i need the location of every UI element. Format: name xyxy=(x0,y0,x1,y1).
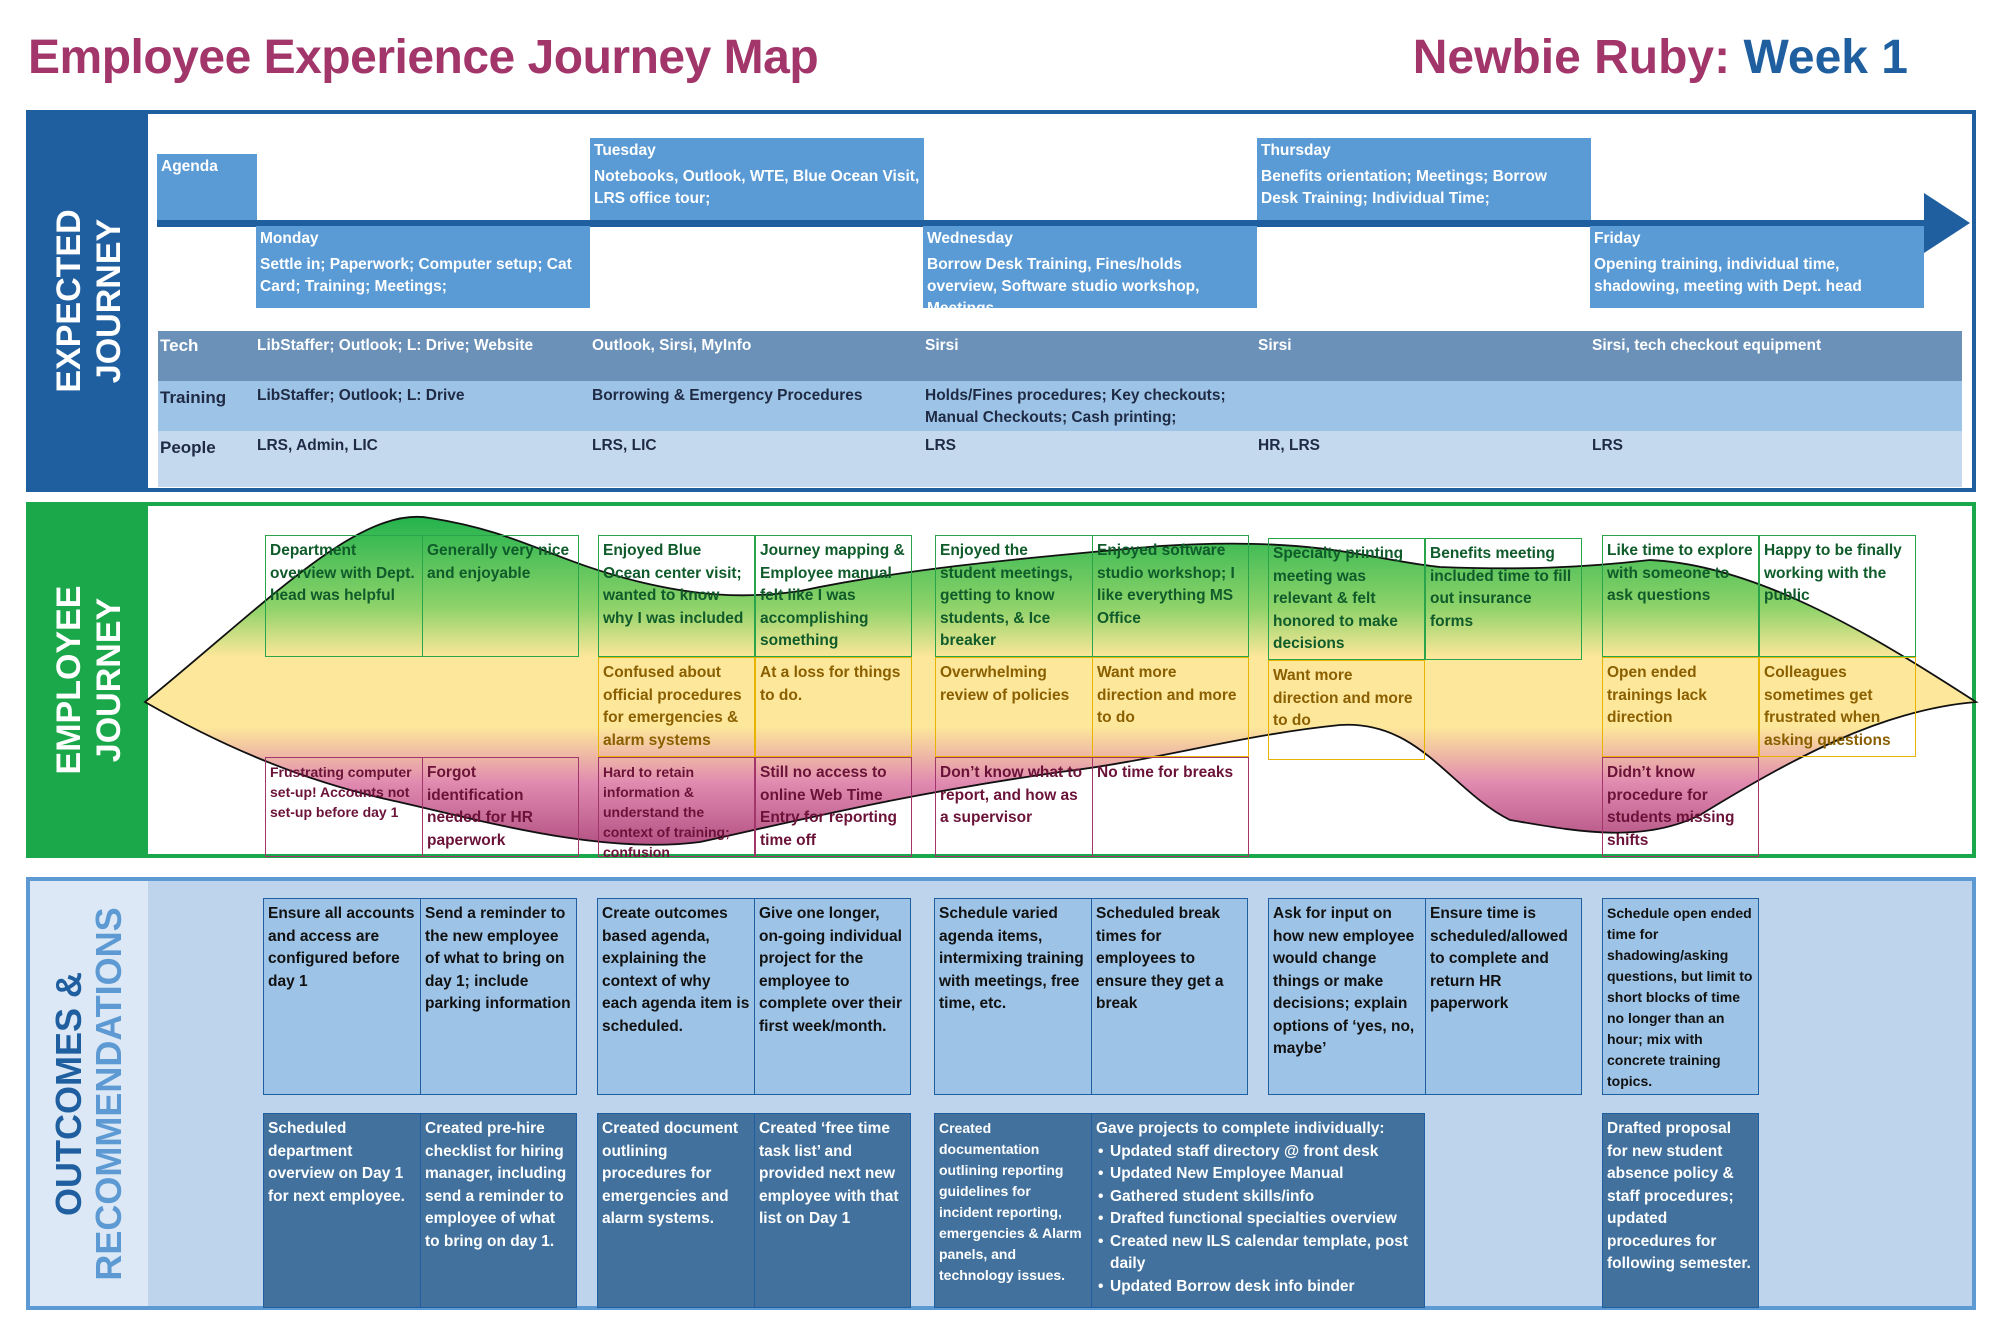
recommendation-box: Ensure all accounts and access are confi… xyxy=(263,898,421,1095)
training-row: Training LibStaffer; Outlook; L: Drive B… xyxy=(158,381,1962,431)
list-item: Drafted functional specialties overview xyxy=(1096,1208,1420,1231)
outcome-box: Created document outlining procedures fo… xyxy=(597,1113,755,1308)
emotion-negative: Forgot identification needed for HR pape… xyxy=(422,757,579,857)
agenda-label: Agenda xyxy=(157,154,257,222)
employee-journey-label: EMPLOYEE JOURNEY xyxy=(30,506,148,854)
emotion-negative: No time for breaks xyxy=(1092,757,1249,857)
expected-journey-label: EXPECTED JOURNEY xyxy=(30,114,148,488)
emotion-positive: Like time to explore with someone to ask… xyxy=(1602,535,1759,657)
emotion-positive: Enjoyed the student meetings, getting to… xyxy=(935,535,1093,657)
day-monday: Monday Settle in; Paperwork; Computer set… xyxy=(256,226,590,308)
day-wednesday: Wednesday Borrow Desk Training, Fines/hol… xyxy=(923,226,1257,317)
emotion-positive: Journey mapping & Employee manual felt l… xyxy=(755,535,912,657)
recommendation-box: Ask for input on how new employee would … xyxy=(1268,898,1426,1095)
emotion-positive: Specialty printing meeting was relevant … xyxy=(1268,538,1425,660)
emotion-negative: Hard to retain information & understand … xyxy=(598,757,755,860)
list-item: Created new ILS calendar template, post … xyxy=(1096,1231,1420,1276)
page-subtitle: Newbie Ruby: Week 1 xyxy=(1413,30,1908,85)
people-row: People LRS, Admin, LIC LRS, LIC LRS HR, … xyxy=(158,431,1962,487)
list-item: Updated Borrow desk info binder xyxy=(1096,1276,1420,1299)
emotion-neutral: Colleagues sometimes get frustrated when… xyxy=(1759,657,1916,757)
outcome-box: Created documentation outlining reportin… xyxy=(934,1113,1092,1308)
outcome-box: Created ‘free time task list’ and provid… xyxy=(754,1113,911,1308)
emotion-negative: Don’t know what to report, and how as a … xyxy=(935,757,1093,857)
emotion-negative: Didn’t know procedure for students missi… xyxy=(1602,757,1759,857)
outcome-box: Drafted proposal for new student absence… xyxy=(1602,1113,1759,1308)
emotion-positive: Happy to be finally working with the pub… xyxy=(1759,535,1916,657)
emotion-neutral: Overwhelming review of policies xyxy=(935,657,1093,757)
emotion-neutral: Confused about official procedures for e… xyxy=(598,657,755,757)
subtitle-week: Week 1 xyxy=(1743,31,1908,84)
tech-row: Tech LibStaffer; Outlook; L: Drive; Webs… xyxy=(158,331,1962,381)
emotion-positive: Generally very nice and enjoyable xyxy=(422,535,579,657)
expected-journey-section: EXPECTED JOURNEY xyxy=(26,110,1976,492)
recommendation-box: Schedule open ended time for shadowing/a… xyxy=(1602,898,1759,1095)
projects-list: Updated staff directory @ front desk Upd… xyxy=(1096,1141,1420,1299)
emotion-neutral: At a loss for things to do. xyxy=(755,657,912,757)
list-item: Updated New Employee Manual xyxy=(1096,1163,1420,1186)
recommendation-box: Give one longer, on-going individual pro… xyxy=(754,898,911,1095)
emotion-positive: Department overview with Dept. head was … xyxy=(265,535,423,657)
subtitle-name: Newbie Ruby: xyxy=(1412,31,1731,84)
emotion-negative: Still no access to online Web Time Entry… xyxy=(755,757,912,857)
timeline-line xyxy=(157,220,1925,227)
day-tuesday: Tuesday Notebooks, Outlook, WTE, Blue Oce… xyxy=(590,138,924,222)
timeline-arrow-icon xyxy=(1924,193,1970,253)
emotion-positive: Enjoyed Blue Ocean center visit; wanted … xyxy=(598,535,755,657)
page-title: Employee Experience Journey Map xyxy=(28,31,819,84)
emotion-positive: Benefits meeting included time to fill o… xyxy=(1425,538,1582,660)
emotion-neutral: Want more direction and more to do xyxy=(1268,660,1425,760)
emotion-negative: Frustrating computer set-up! Accounts no… xyxy=(265,757,423,857)
projects-heading: Gave projects to complete individually: xyxy=(1096,1120,1385,1137)
recommendation-box: Ensure time is scheduled/allowed to comp… xyxy=(1425,898,1582,1095)
list-item: Updated staff directory @ front desk xyxy=(1096,1141,1420,1164)
day-friday: Friday Opening training, individual time,… xyxy=(1590,226,1924,308)
list-item: Gathered student skills/info xyxy=(1096,1186,1420,1209)
outcomes-label: OUTCOMES & RECOMMENDATIONS xyxy=(30,881,148,1306)
emotion-positive: Enjoyed software studio workshop; I like… xyxy=(1092,535,1249,657)
emotion-neutral: Open ended trainings lack direction xyxy=(1602,657,1759,757)
emotion-neutral: Want more direction and more to do xyxy=(1092,657,1249,757)
recommendation-box: Create outcomes based agenda, explaining… xyxy=(597,898,755,1095)
outcome-projects-box: Gave projects to complete individually: … xyxy=(1091,1113,1425,1308)
day-thursday: Thursday Benefits orientation; Meetings; … xyxy=(1257,138,1591,222)
outcome-box: Scheduled department overview on Day 1 f… xyxy=(263,1113,421,1308)
outcome-box: Created pre-hire checklist for hiring ma… xyxy=(420,1113,577,1308)
recommendation-box: Scheduled break times for employees to e… xyxy=(1091,898,1248,1095)
recommendation-box: Schedule varied agenda items, intermixin… xyxy=(934,898,1092,1095)
recommendation-box: Send a reminder to the new employee of w… xyxy=(420,898,577,1095)
